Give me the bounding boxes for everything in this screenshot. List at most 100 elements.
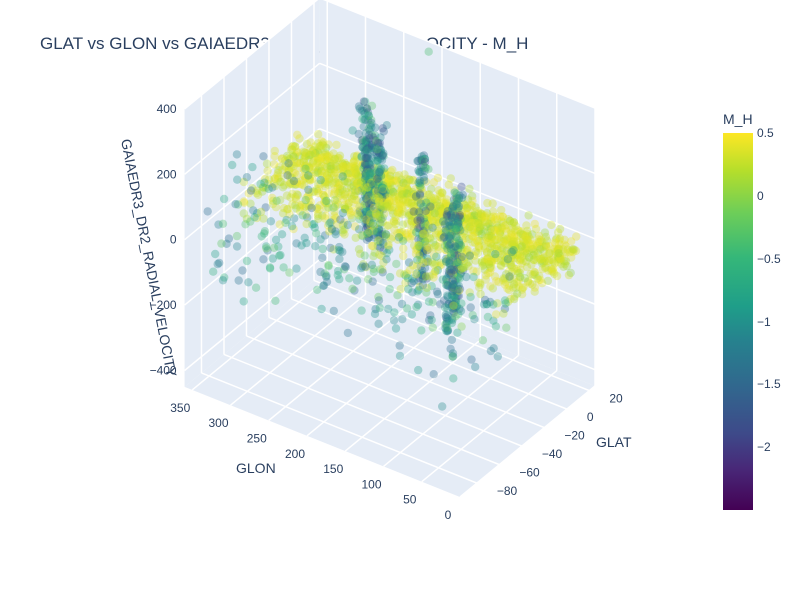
data-point [530, 267, 539, 277]
data-point [433, 202, 442, 212]
data-point [366, 217, 375, 226]
data-point [407, 274, 417, 283]
data-point [446, 247, 455, 257]
data-point [380, 184, 389, 194]
data-point [402, 199, 412, 209]
data-point [373, 194, 383, 203]
data-point [412, 228, 421, 237]
data-point [315, 156, 324, 165]
data-point [456, 255, 466, 264]
data-point [441, 245, 450, 254]
data-point [357, 306, 366, 315]
data-point [366, 120, 375, 130]
data-point [277, 154, 287, 164]
data-point [436, 258, 445, 267]
data-point [459, 200, 468, 210]
data-point [313, 168, 322, 177]
data-point [355, 104, 364, 113]
data-point [514, 255, 523, 264]
data-point [365, 179, 375, 189]
data-point [293, 130, 302, 139]
data-point [539, 242, 549, 251]
data-point [505, 216, 515, 226]
data-point [453, 196, 462, 205]
data-point [484, 268, 493, 278]
data-point [358, 232, 367, 241]
data-point [527, 260, 536, 269]
glon-gridline [383, 354, 519, 467]
data-point [448, 217, 458, 227]
data-point [367, 241, 376, 250]
data-point [487, 217, 496, 226]
data-point [300, 151, 309, 160]
data-point [436, 189, 445, 198]
data-point [487, 234, 496, 243]
data-point [415, 167, 425, 177]
data-point [535, 237, 545, 247]
data-point [401, 180, 411, 189]
data-point [361, 262, 370, 271]
data-point [376, 133, 385, 142]
data-point [402, 192, 412, 201]
data-point [420, 162, 430, 172]
data-point [510, 233, 519, 242]
data-point [354, 129, 363, 139]
data-point [404, 211, 414, 220]
data-point [280, 156, 290, 165]
data-point [429, 370, 438, 379]
data-point [295, 207, 305, 216]
data-point [368, 213, 378, 222]
rv-gridline [184, 128, 321, 241]
data-point [368, 201, 377, 210]
data-point [508, 219, 517, 228]
data-point [367, 178, 377, 187]
data-point [321, 211, 330, 221]
rv-gridline [319, 193, 596, 305]
data-point [501, 239, 510, 249]
data-point [446, 344, 455, 354]
data-point [318, 244, 327, 254]
data-point [481, 213, 490, 222]
data-point [244, 278, 253, 287]
data-point [203, 207, 212, 216]
data-point [377, 175, 387, 184]
data-point [253, 190, 263, 199]
data-point [403, 185, 412, 194]
data-point [486, 346, 496, 356]
data-point [325, 165, 335, 174]
data-point [403, 189, 412, 198]
data-point [409, 219, 418, 228]
glon-gridline [191, 278, 328, 391]
data-point [380, 164, 389, 173]
data-point [511, 283, 521, 293]
data-point [394, 171, 404, 180]
data-point [291, 195, 301, 204]
data-point [381, 197, 390, 206]
data-point [503, 236, 513, 245]
data-point [426, 198, 435, 207]
data-point [401, 278, 410, 288]
data-point [322, 156, 332, 165]
data-point [482, 222, 491, 231]
data-point [367, 205, 376, 215]
data-point [387, 176, 396, 185]
data-point [441, 202, 450, 211]
data-point [363, 188, 373, 197]
data-point [297, 180, 307, 189]
data-point [427, 184, 436, 193]
data-point [407, 193, 416, 202]
data-point [448, 213, 457, 222]
data-point [553, 248, 562, 257]
data-point [374, 225, 384, 234]
data-point [365, 184, 374, 194]
data-point [443, 240, 452, 249]
data-point [362, 104, 372, 113]
data-point [397, 299, 407, 309]
data-point [449, 220, 458, 229]
data-point [452, 261, 461, 270]
data-point [448, 202, 457, 211]
data-point [359, 122, 368, 131]
data-point [379, 205, 388, 214]
data-point [421, 258, 431, 267]
